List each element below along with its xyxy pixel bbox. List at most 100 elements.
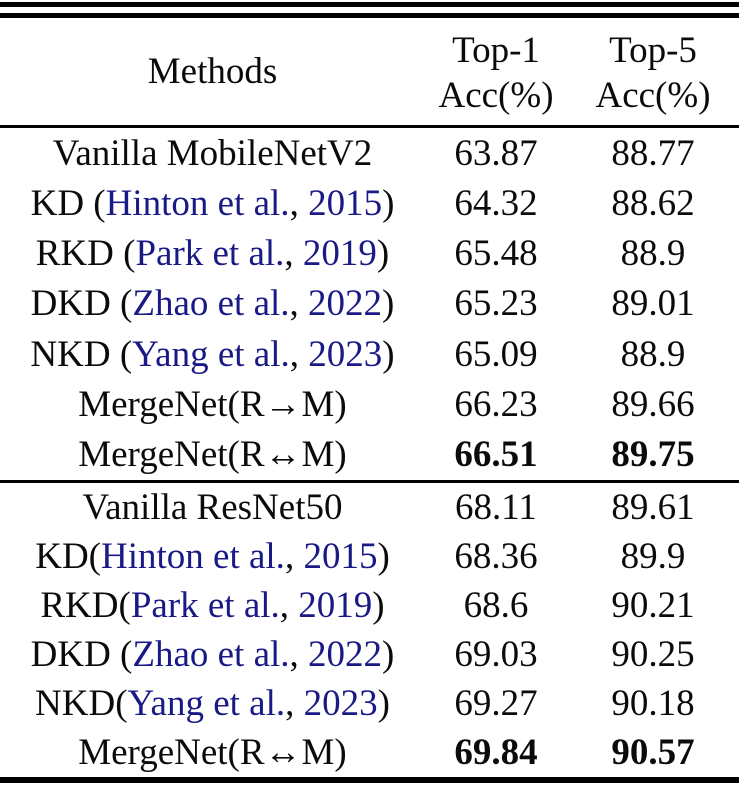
citation-link[interactable]: Yang et al. [132,333,290,375]
top5-value: 89.75 [611,434,695,476]
header-rule [0,125,739,128]
citation-link[interactable]: 2015 [303,536,378,577]
mobilenet-section: Vanilla MobileNetV2 63.87 88.77 KD (Hinton … [0,128,739,480]
method-cell: KD (Hinton et al., 2015) [0,182,425,225]
method-cell: KD(Hinton et al., 2015) [0,535,425,578]
top-rule-outer [0,2,739,7]
top-rule-inner [0,13,739,18]
top1-value: 64.32 [454,182,538,224]
citation-link[interactable]: 2022 [308,283,383,325]
method-text: ) [382,182,395,224]
method-text: , [289,283,309,325]
top1-header-line1: Top-1 [452,29,540,71]
table-row: MergeNet(R→M) 66.23 89.66 [0,379,739,429]
table-row: MergeNet(R↔M) 69.84 90.57 [0,728,739,777]
citation-link[interactable]: Park et al. [130,585,280,626]
method-text: ) [377,683,390,724]
top5-header-line2: Acc(%) [595,74,711,116]
table-row: Vanilla MobileNetV2 63.87 88.77 [0,128,739,178]
top1-header: Top-1 Acc(%) [425,26,567,118]
top5-value: 90.21 [611,585,695,626]
top5-value: 89.66 [611,384,695,426]
method-text: KD ( [30,182,106,224]
method-cell: RKD (Park et al., 2019) [0,232,425,275]
method-cell: DKD (Zhao et al., 2022) [0,282,425,325]
methods-header: Methods [147,51,278,92]
method-cell: MergeNet(R→M) [0,383,425,426]
top5-value: 88.62 [611,182,695,224]
top5-value: 90.18 [611,683,695,724]
method-text: RKD ( [35,233,136,275]
top5-value: 90.57 [611,732,695,773]
method-cell: NKD(Yang et al., 2023) [0,682,425,725]
top5-value: 89.9 [620,536,686,577]
table-row: Vanilla ResNet50 68.11 89.61 [0,483,739,532]
top5-value: 88.77 [611,132,695,174]
top5-value: 90.25 [611,634,695,675]
citation-link[interactable]: 2015 [308,182,383,224]
table-row: MergeNet(R↔M) 66.51 89.75 [0,430,739,480]
citation-link[interactable]: Hinton et al. [101,536,285,577]
top1-value: 68.11 [455,487,537,528]
method-text: RKD( [40,585,131,626]
citation-link[interactable]: 2023 [308,333,383,375]
top1-value: 69.27 [454,683,538,724]
top1-value: 68.6 [463,585,529,626]
top1-value: 66.51 [454,434,538,476]
top5-value: 89.01 [611,283,695,325]
top5-value: 88.9 [620,233,686,275]
method-text: KD( [35,536,101,577]
citation-link[interactable]: 2019 [302,233,377,275]
method-text: Vanilla ResNet50 [82,487,343,528]
table-row: DKD (Zhao et al., 2022) 69.03 90.25 [0,630,739,679]
top1-value: 63.87 [454,132,538,174]
citation-link[interactable]: Zhao et al. [132,283,290,325]
top1-value: 68.36 [454,536,538,577]
method-text: ) [382,283,395,325]
method-text: NKD( [35,683,128,724]
citation-link[interactable]: 2022 [308,634,383,675]
method-cell: NKD (Yang et al., 2023) [0,333,425,376]
method-text: , [284,536,304,577]
method-text: NKD ( [30,333,133,375]
top5-header-line1: Top-5 [609,29,697,71]
top5-header: Top-5 Acc(%) [567,26,739,118]
top1-value: 69.03 [454,634,538,675]
top1-header-line2: Acc(%) [438,74,554,116]
table-row: KD(Hinton et al., 2015) 68.36 89.9 [0,532,739,581]
citation-link[interactable]: Park et al. [135,233,285,275]
method-text: Vanilla MobileNetV2 [52,132,373,174]
table-row: DKD (Zhao et al., 2022) 65.23 89.01 [0,279,739,329]
citation-link[interactable]: 2019 [298,585,373,626]
top1-value: 65.48 [454,233,538,275]
resnet-section: Vanilla ResNet50 68.11 89.61 KD(Hinton et a… [0,483,739,777]
citation-link[interactable]: Zhao et al. [132,634,290,675]
method-text: DKD ( [30,634,133,675]
top1-value: 65.23 [454,283,538,325]
method-cell: Vanilla ResNet50 [0,486,425,529]
top5-value: 89.61 [611,487,695,528]
method-cell: MergeNet(R↔M) [0,433,425,476]
citation-link[interactable]: Yang et al. [127,683,286,724]
top5-value: 88.9 [620,333,686,375]
method-text: MergeNet(R↔M) [78,732,347,773]
table-row: RKD (Park et al., 2019) 65.48 88.9 [0,229,739,279]
method-text: , [284,233,303,275]
table-row: NKD (Yang et al., 2023) 65.09 88.9 [0,329,739,379]
table-header: Methods Top-1 Acc(%) Top-5 Acc(%) [0,18,739,125]
method-text: , [285,683,304,724]
method-text: , [289,182,309,224]
method-text: , [279,585,299,626]
method-text: ) [382,634,395,675]
method-text: , [289,634,309,675]
table-row: KD (Hinton et al., 2015) 64.32 88.62 [0,178,739,228]
top1-value: 65.09 [454,333,538,375]
top1-value: 66.23 [454,384,538,426]
method-text: ) [372,585,385,626]
citation-link[interactable]: Hinton et al. [105,182,290,224]
citation-link[interactable]: 2023 [303,683,378,724]
method-text: ) [382,333,395,375]
table-row: RKD(Park et al., 2019) 68.6 90.21 [0,581,739,630]
bottom-rule [0,777,739,783]
